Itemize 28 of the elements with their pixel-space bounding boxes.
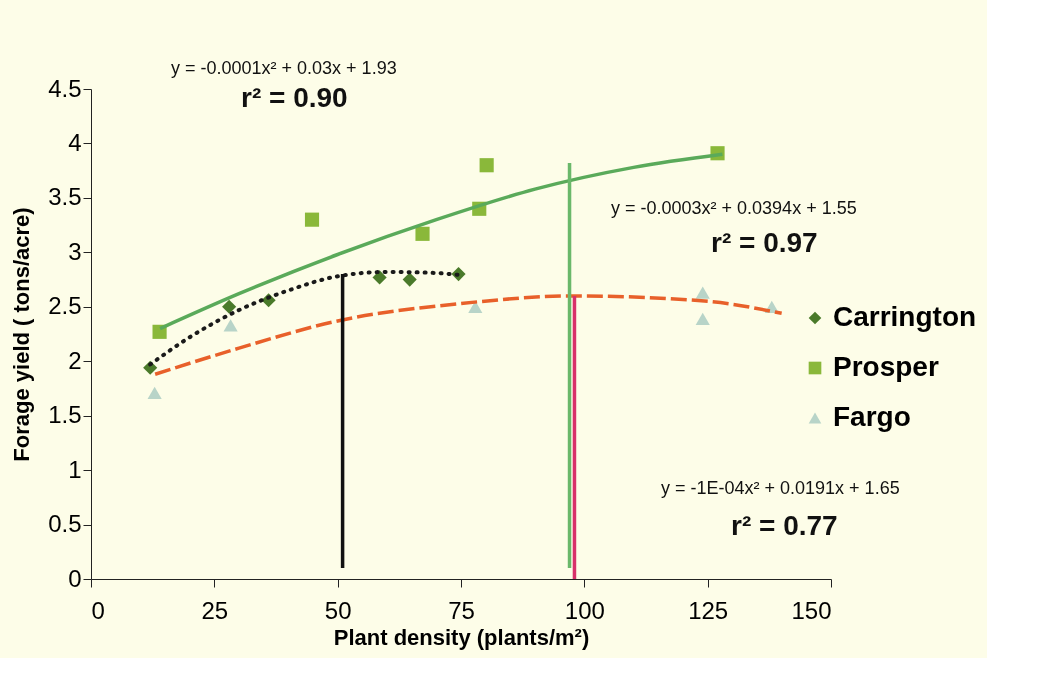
legend-label: Fargo [833, 401, 911, 432]
y-tick-label: 1.5 [48, 401, 82, 429]
x-tick-label: 125 [688, 596, 729, 624]
y-axis-title: Forage yield ( tons/acre) [9, 207, 35, 462]
y-tick-label: 3 [68, 237, 82, 265]
text: y = -0.0001x² + 0.03x + 1.93 [171, 58, 397, 78]
annotation: y = -0.0003x² + 0.0394x + 1.55 [611, 198, 857, 218]
y-tick-label: 2.5 [48, 292, 82, 320]
annotation: y = -1E-04x² + 0.0191x + 1.65 [661, 478, 900, 498]
y-tick-label: 2 [68, 346, 82, 374]
x-axis-title: Plant density (plants/m²) [333, 624, 590, 650]
x-tick-label: 75 [448, 596, 475, 624]
x-tick-label: 150 [791, 596, 832, 624]
annotation: r² = 0.90 [241, 82, 348, 113]
legend-label: Prosper [833, 351, 939, 382]
y-tick-label: 0.5 [48, 510, 82, 538]
x-tick-label: 50 [324, 596, 352, 624]
y-tick-label: 3.5 [48, 183, 82, 211]
x-tick-label: 0 [91, 596, 105, 624]
legend-label: Carrington [833, 301, 977, 332]
x-tick-label: 100 [564, 596, 605, 624]
y-tick-label: 4.5 [48, 74, 82, 102]
y-tick-label: 0 [68, 564, 82, 592]
annotation: r² = 0.77 [731, 510, 838, 541]
x-tick-label: 25 [201, 596, 229, 624]
annotation: r² = 0.97 [711, 227, 818, 258]
y-tick-label: 4 [68, 128, 82, 156]
y-tick-label: 1 [68, 455, 82, 483]
